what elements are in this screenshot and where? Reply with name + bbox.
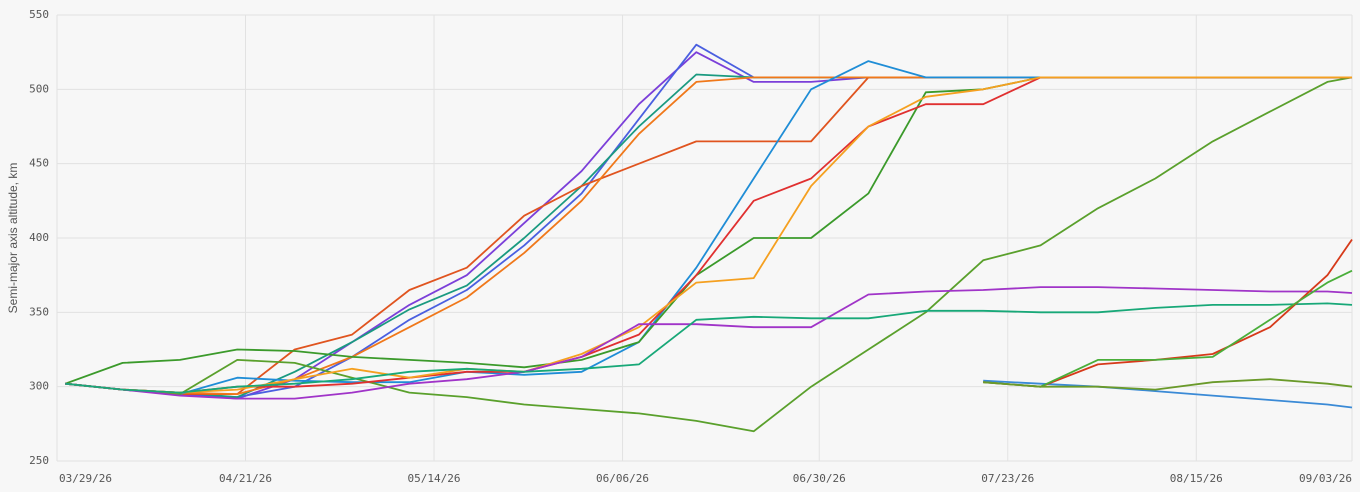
y-tick-label: 250 bbox=[29, 454, 49, 467]
y-tick-label: 350 bbox=[29, 305, 49, 318]
x-tick-label: 06/30/26 bbox=[793, 472, 846, 485]
series-line bbox=[983, 378, 1353, 391]
x-tick-label: 07/23/26 bbox=[981, 472, 1034, 485]
series-line bbox=[65, 76, 1353, 433]
series-line bbox=[983, 379, 1353, 409]
y-tick-label: 450 bbox=[29, 157, 49, 170]
series-line bbox=[983, 269, 1353, 388]
series-line bbox=[65, 302, 1353, 394]
y-tick-label: 400 bbox=[29, 231, 49, 244]
x-tick-label: 04/21/26 bbox=[219, 472, 272, 485]
y-tick-label: 500 bbox=[29, 82, 49, 95]
y-tick-label: 550 bbox=[29, 8, 49, 21]
y-axis-label: Semi-major axis altitude, km bbox=[6, 163, 20, 314]
x-tick-label: 08/15/26 bbox=[1170, 472, 1223, 485]
series-line bbox=[65, 286, 1353, 400]
x-tick-label: 05/14/26 bbox=[408, 472, 461, 485]
x-tick-label: 09/03/26 bbox=[1299, 472, 1352, 485]
x-tick-label: 03/29/26 bbox=[59, 472, 112, 485]
y-tick-label: 300 bbox=[29, 380, 49, 393]
series-line bbox=[65, 76, 1352, 394]
x-tick-label: 06/06/26 bbox=[596, 472, 649, 485]
